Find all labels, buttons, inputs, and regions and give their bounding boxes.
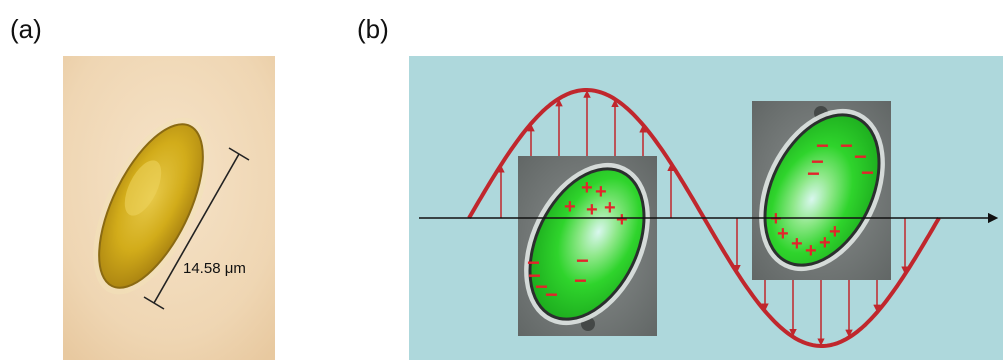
minus-charge: − — [545, 282, 558, 307]
minus-charge: − — [816, 133, 829, 158]
plus-charge: + — [564, 196, 576, 218]
cell-body — [98, 123, 204, 289]
plus-charge: + — [777, 223, 789, 245]
plus-charge: + — [616, 209, 628, 231]
plus-charge: + — [604, 197, 616, 219]
panel-label-a: (a) — [10, 14, 42, 44]
minus-charge: − — [807, 161, 820, 186]
minus-charge: − — [854, 144, 867, 169]
scale-label: 14.58 μm — [183, 260, 246, 277]
micrograph-panel-a: 14.58 μm — [63, 56, 275, 360]
cell-image-left — [518, 156, 657, 336]
charge-markers: + + + + + + − − − − − − − − − − − − + + … — [527, 133, 874, 307]
diagram-background — [409, 56, 1003, 360]
plus-charge: + — [586, 199, 598, 221]
minus-charge: − — [811, 149, 824, 174]
minus-charge: − — [574, 268, 587, 293]
minus-charge: − — [535, 274, 548, 299]
plus-charge: + — [581, 177, 593, 199]
plus-charge: + — [791, 233, 803, 255]
minus-charge: − — [527, 250, 540, 275]
minus-charge: − — [861, 160, 874, 185]
plus-charge: + — [595, 181, 607, 203]
plus-charge: + — [770, 208, 782, 230]
minus-charge: − — [528, 263, 541, 288]
plus-charge: + — [829, 221, 841, 243]
panel-label-b: (b) — [357, 14, 389, 44]
field-diagram-panel-b: + + + + + + − − − − − − − − − − − − + + … — [409, 56, 1003, 360]
minus-charge: − — [840, 133, 853, 158]
scale-bar — [143, 147, 250, 310]
cell-highlight — [124, 160, 162, 216]
minus-charge: − — [576, 248, 589, 273]
plus-charge: + — [805, 240, 817, 262]
cell-image-right — [752, 101, 891, 280]
plus-charge: + — [819, 232, 831, 254]
